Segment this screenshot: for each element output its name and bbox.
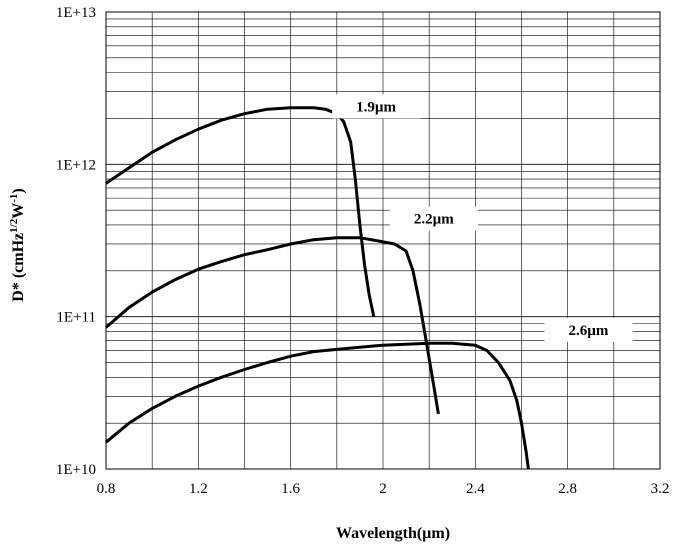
series-label-1: 1.9µm (356, 99, 396, 115)
x-tick-label: 2.8 (558, 481, 577, 497)
x-tick-label: 1.6 (281, 481, 300, 497)
series-lines (105, 106, 530, 470)
series-line-3 (105, 341, 530, 470)
y-axis-title-end: ) (10, 188, 27, 193)
series-label-bg-3 (544, 317, 633, 342)
y-axis-title: D* (cmHz1/2W-1) (8, 188, 27, 301)
y-axis-title-mid: W (10, 203, 27, 219)
x-tick-label: 0.8 (97, 481, 116, 497)
x-tick-label: 2 (379, 481, 387, 497)
series-labels: 1.9µm 2.2µm 2.6µm (332, 94, 633, 342)
series-line-2 (105, 236, 440, 415)
series-label-3: 2.6µm (568, 323, 608, 339)
x-tick-label: 3.2 (651, 481, 670, 497)
x-tick-label: 1.2 (189, 481, 208, 497)
y-tick-label: 1E+10 (56, 462, 96, 478)
series-label-2: 2.2µm (414, 212, 454, 228)
y-axis-title-sup1: 1/2 (8, 218, 20, 233)
y-tick-label: 1E+11 (56, 310, 96, 326)
x-tick-labels: 0.8 1.2 1.6 2 2.4 2.8 3.2 (97, 481, 670, 497)
plot-frame (105, 11, 661, 470)
series-label-bg-1 (332, 94, 421, 119)
y-axis-title-sup2: -1 (8, 194, 20, 203)
series-line-1 (105, 106, 376, 318)
x-tick-label: 2.4 (466, 481, 485, 497)
y-tick-label: 1E+13 (56, 5, 96, 21)
y-tick-label: 1E+12 (56, 157, 96, 173)
series-label-bg-2 (389, 206, 478, 231)
y-axis-title-main: D* (cmHz (10, 233, 27, 302)
x-axis-title: Wavelength(µm) (336, 525, 450, 542)
y-tick-labels: 1E+10 1E+11 1E+12 1E+13 (56, 5, 96, 478)
